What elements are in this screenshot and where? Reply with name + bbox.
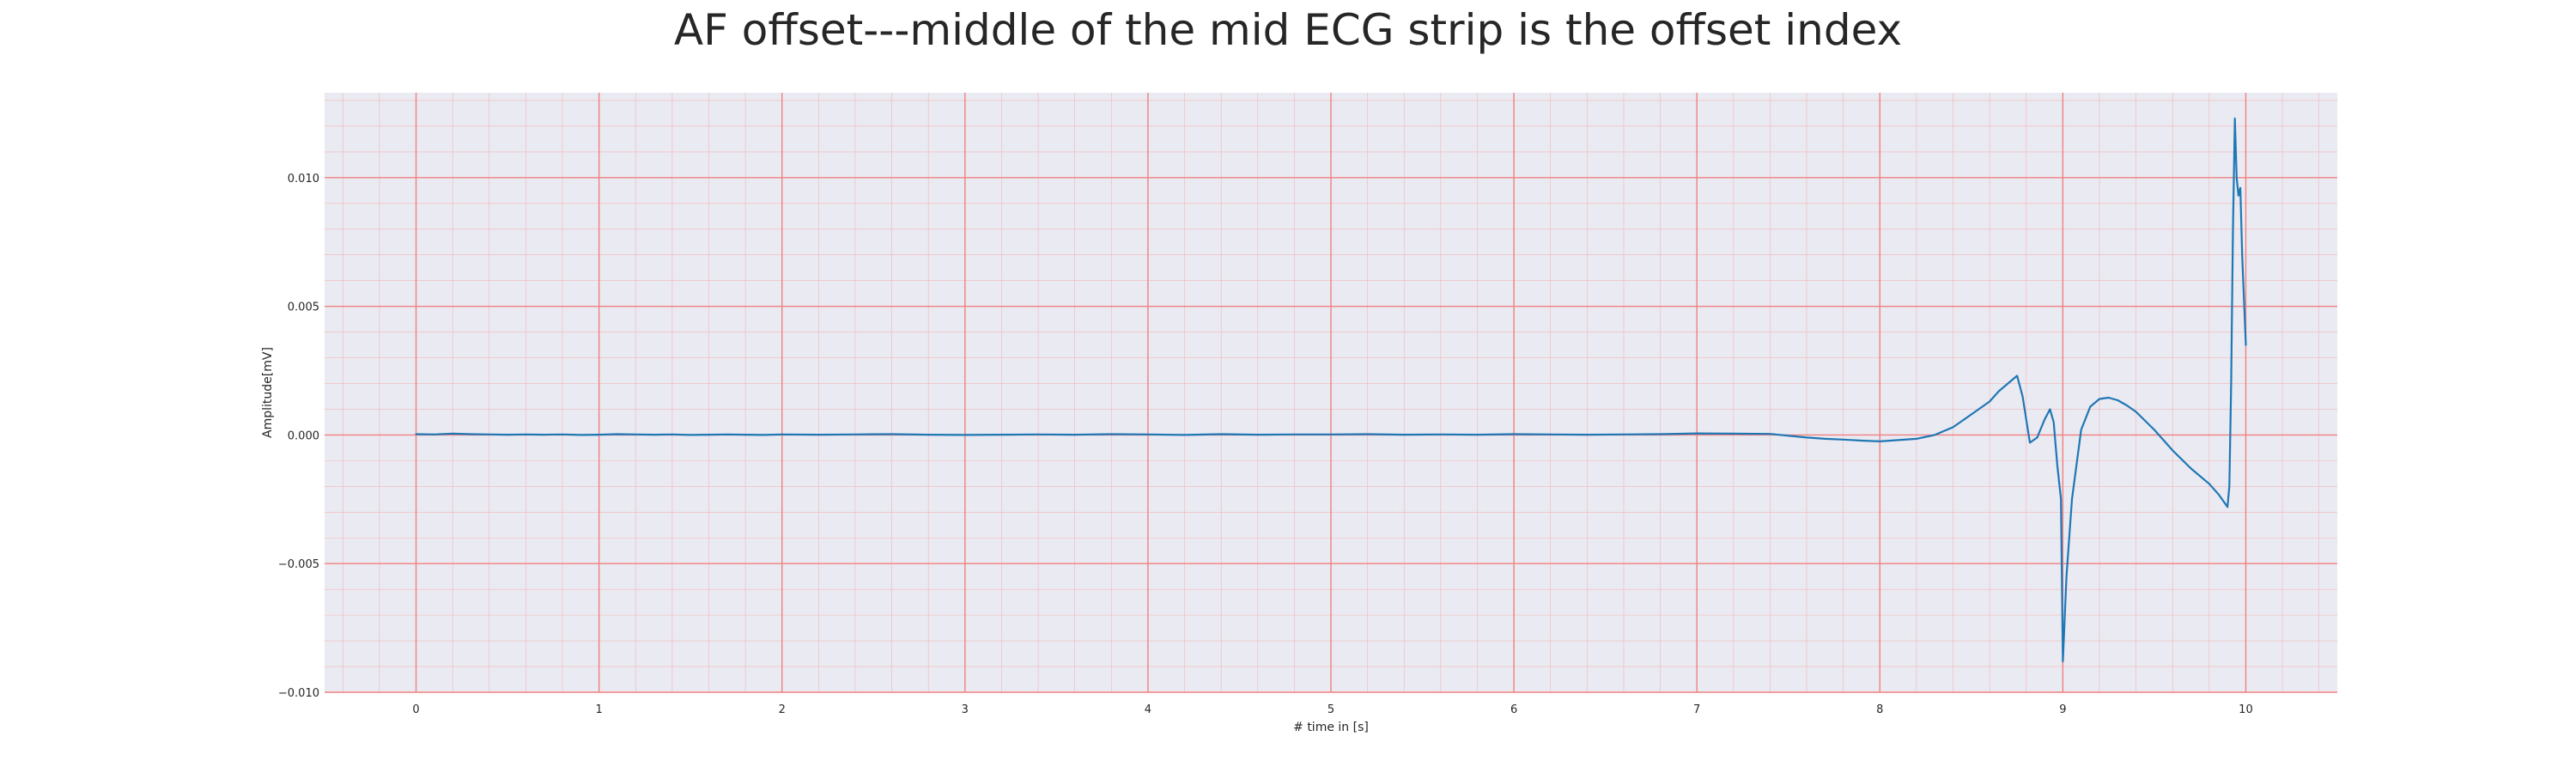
x-tick-label: 5	[1327, 703, 1334, 716]
ecg-series-line	[415, 117, 2247, 663]
x-tick-label: 3	[962, 703, 969, 716]
x-tick-label: 9	[2059, 703, 2066, 716]
y-tick-label: 0.010	[288, 173, 319, 186]
y-tick-label: 0.000	[288, 429, 319, 442]
chart-title: AF offset---middle of the mid ECG strip …	[673, 5, 1903, 55]
x-tick-label: 8	[1876, 703, 1883, 716]
y-tick-label: 0.005	[288, 301, 319, 314]
x-tick-label: 6	[1510, 703, 1517, 716]
y-tick-labels: −0.010 −0.005 0.000 0.005 0.010	[278, 173, 319, 700]
y-tick-label: −0.010	[278, 687, 319, 700]
x-tick-labels: 0 1 2 3 4 5 6 7 8 9 10	[412, 703, 2252, 716]
x-tick-label: 2	[779, 703, 786, 716]
x-tick-label: 7	[1693, 703, 1700, 716]
y-axis-label: Amplitude[mV]	[261, 347, 275, 438]
series-layer	[415, 117, 2247, 663]
x-tick-label: 10	[2239, 703, 2253, 716]
x-tick-label: 4	[1145, 703, 1151, 716]
x-tick-label: 0	[412, 703, 419, 716]
x-tick-label: 1	[595, 703, 602, 716]
y-tick-label: −0.005	[278, 558, 319, 571]
x-axis-label: # time in [s]	[1293, 721, 1369, 734]
